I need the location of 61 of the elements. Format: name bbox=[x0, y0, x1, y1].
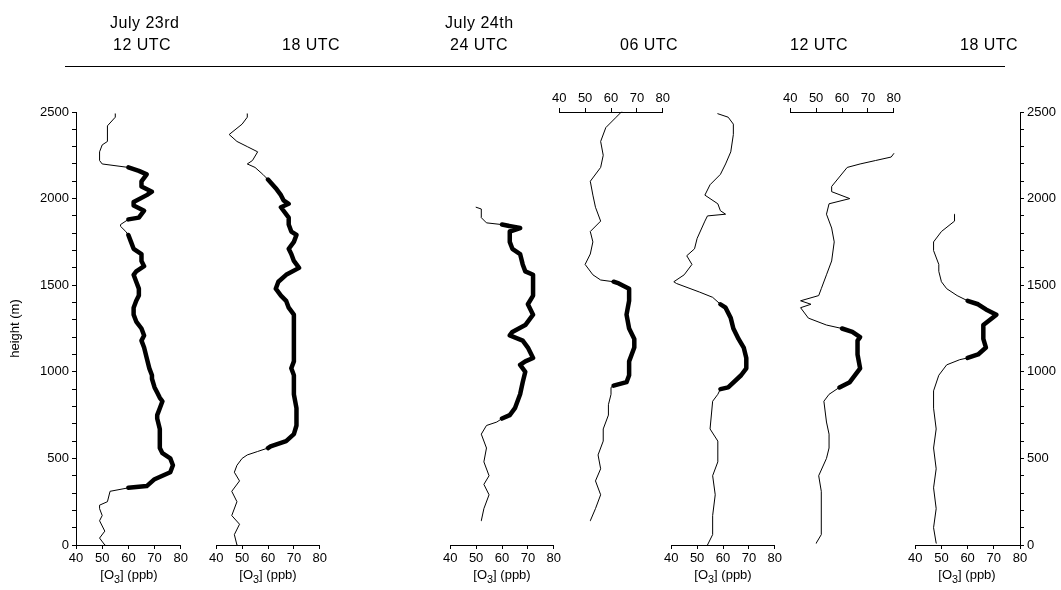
x-tick-label: 40 bbox=[68, 550, 84, 566]
text: 12 UTC bbox=[790, 36, 849, 54]
y2-tick-label: 500 bbox=[1027, 449, 1049, 465]
x-tick-label: 50 bbox=[577, 89, 593, 105]
x-tick-label: 40 bbox=[443, 550, 458, 566]
x-tick-label: 60 bbox=[834, 89, 850, 105]
x-tick-label: 70 bbox=[986, 550, 1002, 566]
y2-tick-label: 2500 bbox=[1027, 103, 1056, 119]
x-tick-label: 70 bbox=[147, 550, 162, 566]
x-tick-label: 50 bbox=[468, 550, 484, 566]
y-tick-label: 0 bbox=[61, 536, 69, 552]
y2-tick-label: 1000 bbox=[1027, 363, 1056, 379]
y-tick-label: 2000 bbox=[40, 190, 69, 206]
y-tick-label: 1000 bbox=[40, 363, 69, 379]
x-tick-label: 50 bbox=[808, 89, 824, 105]
x-tick-label: 60 bbox=[121, 550, 136, 566]
x-tick-label: 40 bbox=[552, 89, 567, 105]
x-tick-label: 70 bbox=[741, 550, 757, 566]
text: 18 UTC bbox=[282, 36, 341, 54]
text: 12 UTC bbox=[113, 36, 172, 54]
x-tick-label: 80 bbox=[767, 550, 782, 566]
x-tick-label: 50 bbox=[234, 550, 250, 566]
x-tick-label: 40 bbox=[664, 550, 679, 566]
text: July 24th bbox=[445, 14, 514, 32]
x-tick-label: 70 bbox=[520, 550, 536, 566]
x-tick-label: 60 bbox=[715, 550, 731, 566]
x-tick-label: 80 bbox=[173, 550, 188, 566]
text: 06 UTC bbox=[620, 36, 679, 54]
x-tick-label: 40 bbox=[908, 550, 923, 566]
x-tick-label: 80 bbox=[1012, 550, 1028, 566]
x-axis-title: [O$_{3}$] (ppb) bbox=[693, 567, 753, 585]
x-axis-title: [O$_{3}$] (ppb) bbox=[937, 567, 997, 585]
x-tick-label: 50 bbox=[94, 550, 110, 566]
y2-tick-label: 2000 bbox=[1027, 190, 1056, 206]
x-tick-label: 70 bbox=[860, 89, 876, 105]
x-tick-label: 60 bbox=[960, 550, 975, 566]
x-tick-label: 60 bbox=[260, 550, 276, 566]
y-tick-label: 2500 bbox=[40, 103, 69, 119]
x-tick-label: 40 bbox=[783, 89, 798, 105]
x-tick-label: 80 bbox=[546, 550, 561, 566]
x-tick-label: 80 bbox=[312, 550, 327, 566]
x-tick-label: 70 bbox=[286, 550, 302, 566]
text: 18 UTC bbox=[960, 36, 1019, 54]
x-tick-label: 50 bbox=[689, 550, 705, 566]
x-tick-label: 80 bbox=[655, 89, 670, 105]
x-tick-label: 80 bbox=[886, 89, 901, 105]
y-tick-label: 500 bbox=[47, 449, 69, 465]
x-axis-title: [O$_{3}$] (ppb) bbox=[238, 567, 298, 585]
x-tick-label: 50 bbox=[934, 550, 949, 566]
x-axis-title: [O$_{3}$] (ppb) bbox=[99, 567, 159, 585]
x-tick-label: 70 bbox=[629, 89, 645, 105]
text: July 23rd bbox=[110, 14, 180, 32]
x-tick-label: 40 bbox=[209, 550, 224, 566]
y2-tick-label: 0 bbox=[1027, 536, 1035, 552]
x-tick-label: 60 bbox=[603, 89, 619, 105]
x-tick-label: 60 bbox=[494, 550, 510, 566]
y-axis-title: height (m) bbox=[7, 299, 23, 358]
x-axis-title: [O$_{3}$] (ppb) bbox=[472, 567, 532, 585]
y2-tick-label: 1500 bbox=[1027, 276, 1056, 292]
y-tick-label: 1500 bbox=[40, 276, 69, 292]
text: 24 UTC bbox=[450, 36, 509, 54]
